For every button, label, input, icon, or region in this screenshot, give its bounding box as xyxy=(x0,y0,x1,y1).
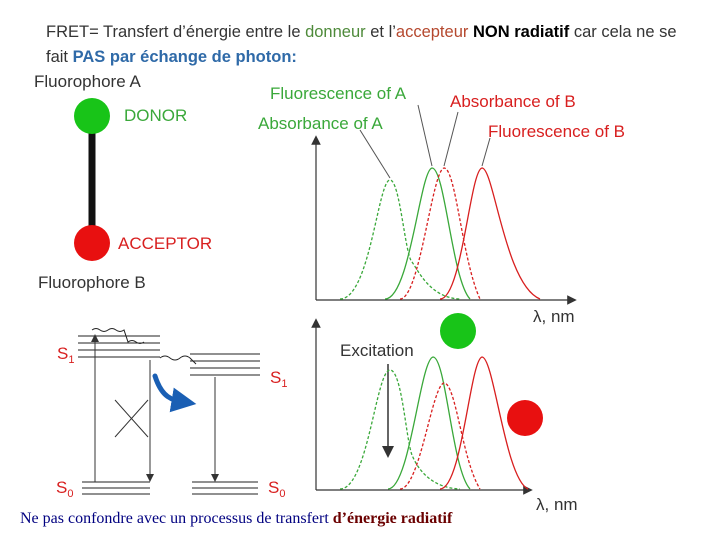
donor-label: DONOR xyxy=(124,106,188,125)
donneur-word: donneur xyxy=(305,23,366,41)
jablonski-levels xyxy=(78,335,260,495)
relaxation-wiggle-left xyxy=(91,328,145,344)
fluorescence-b-curve xyxy=(439,167,541,300)
fluorescence-a-curve xyxy=(384,167,471,300)
excitation-x-axis-label: λ, nm xyxy=(536,495,578,514)
absorbance-b-curve xyxy=(399,167,481,300)
fluorescence-b-label: Fluorescence of B xyxy=(488,122,626,141)
header-text: FRET= Transfert d’énergie entre le donne… xyxy=(46,23,677,66)
spectrum-axes xyxy=(311,135,577,305)
donor-circle xyxy=(74,98,110,134)
absorbance-a-curve xyxy=(339,179,461,300)
spectrum-leader-lines xyxy=(359,104,491,179)
excitation-donor-circle xyxy=(440,313,476,349)
excitation-absorbance-b-curve xyxy=(399,382,481,490)
spectrum-x-axis-label: λ, nm xyxy=(533,307,575,326)
non-radiatif-word: NON radiatif xyxy=(472,23,570,41)
footer-bold: d’énergie radiatif xyxy=(332,510,453,527)
energy-transfer-arrow xyxy=(152,373,197,413)
footer-note: Ne pas confondre avec un processus de tr… xyxy=(20,510,453,527)
fluorophore-b-label: Fluorophore B xyxy=(38,273,146,292)
excitation-label: Excitation xyxy=(340,341,414,360)
acceptor-circle xyxy=(74,225,110,261)
s1-right-label: S1 xyxy=(270,368,288,390)
excitation-fluorescence-b-curve xyxy=(439,356,529,490)
excitation-acceptor-circle xyxy=(507,400,543,436)
fluorophore-a-label: Fluorophore A xyxy=(34,72,141,91)
absorbance-b-label: Absorbance of B xyxy=(450,92,576,111)
acceptor-label: ACCEPTOR xyxy=(118,234,213,253)
accepteur-word: accepteur xyxy=(395,23,469,41)
jablonski-transitions xyxy=(91,334,219,482)
excitation-axes xyxy=(311,318,533,495)
absorbance-a-label: Absorbance of A xyxy=(258,114,383,133)
excitation-absorbance-a-curve xyxy=(339,369,461,490)
excitation-fluorescence-a-curve xyxy=(387,356,471,490)
pas-photon-phrase: PAS par échange de photon: xyxy=(72,48,297,66)
s0-left-label: S0 xyxy=(56,478,74,500)
relaxation-wiggle-right xyxy=(159,355,197,365)
s0-right-label: S0 xyxy=(268,478,286,500)
s1-left-label: S1 xyxy=(57,344,75,366)
fluorescence-a-label: Fluorescence of A xyxy=(270,84,407,103)
